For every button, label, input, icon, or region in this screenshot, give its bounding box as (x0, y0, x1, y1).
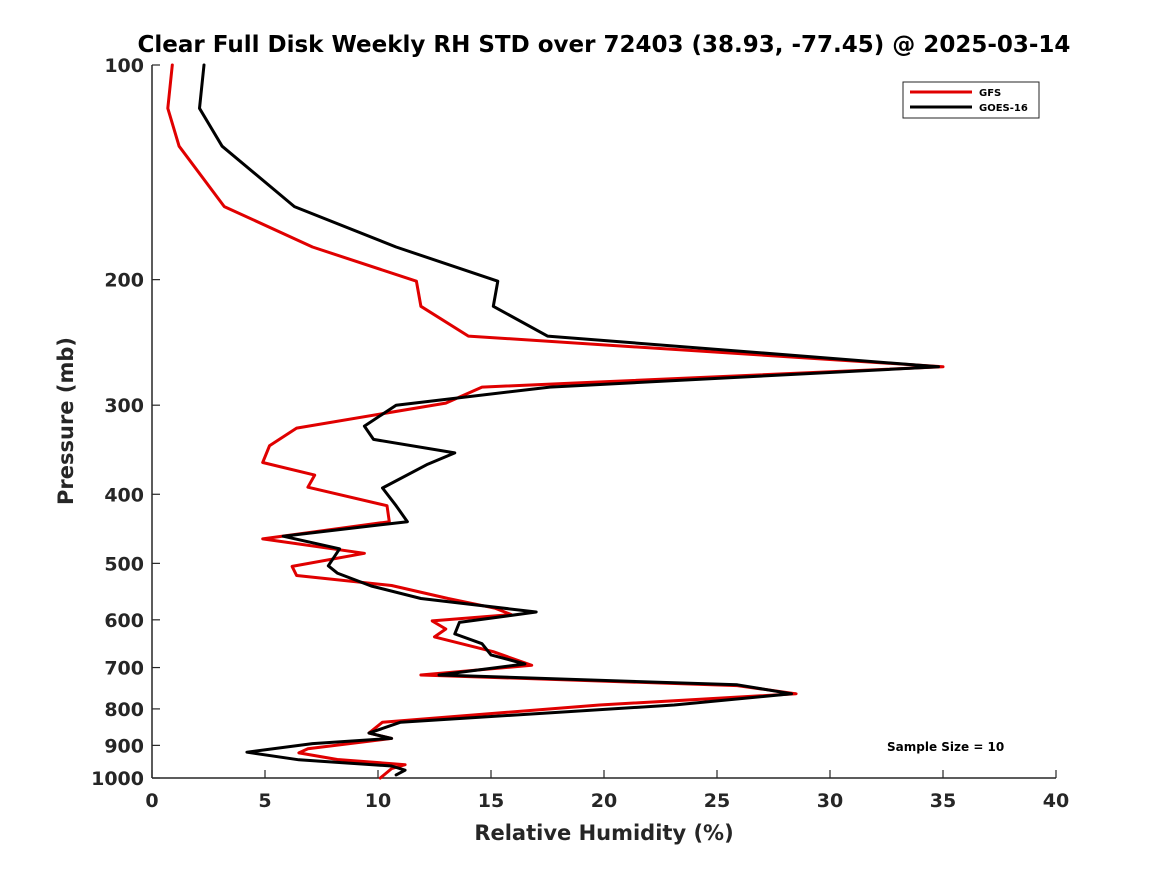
y-tick-label: 600 (104, 610, 144, 632)
series-line-goes-16 (198, 63, 940, 777)
y-axis-title: Pressure (mb) (54, 337, 78, 505)
y-ticks: 100 200 300 400 500 600 700 800 900 1000 (91, 55, 160, 790)
series-line-gfs (166, 63, 945, 780)
legend-box (902, 81, 1040, 119)
y-tick-label: 1000 (91, 768, 144, 790)
x-tick-label: 25 (704, 790, 730, 812)
legend-label: GOES-16 (979, 103, 1028, 114)
legend-label: GFS (979, 88, 1001, 99)
x-tick-label: 40 (1043, 790, 1069, 812)
y-tick-label: 800 (104, 699, 144, 721)
y-tick-label: 100 (104, 55, 144, 77)
y-tick-label: 300 (104, 395, 144, 417)
sample-size-annotation: Sample Size = 10 (887, 740, 1004, 754)
x-tick-label: 20 (591, 790, 617, 812)
x-tick-label: 10 (365, 790, 391, 812)
y-tick-label: 200 (104, 270, 144, 292)
x-tick-label: 0 (145, 790, 158, 812)
y-tick-label: 400 (104, 484, 144, 506)
x-ticks: 0 5 10 15 20 25 30 35 40 (145, 770, 1069, 812)
y-tick-label: 900 (104, 735, 144, 757)
x-tick-label: 35 (930, 790, 956, 812)
x-tick-label: 5 (258, 790, 271, 812)
x-tick-label: 15 (478, 790, 504, 812)
plot-area: 0 5 10 15 20 25 30 35 40 100 200 300 400 500 600 700 80… (91, 55, 1069, 812)
y-tick-label: 500 (104, 553, 144, 575)
x-tick-label: 30 (817, 790, 843, 812)
chart-title: Clear Full Disk Weekly RH STD over 72403… (138, 32, 1071, 58)
legend: GFS GOES-16 (902, 81, 1040, 119)
series-lines (166, 63, 945, 780)
x-axis-title: Relative Humidity (%) (474, 821, 733, 845)
y-tick-label: 700 (104, 658, 144, 680)
